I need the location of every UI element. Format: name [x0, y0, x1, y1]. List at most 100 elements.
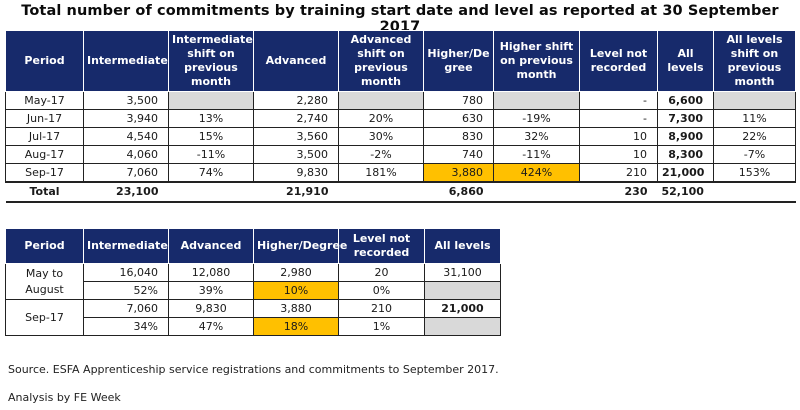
table-cell: 30%: [338, 127, 424, 146]
total-cell: [713, 181, 796, 203]
table-cell: 32%: [493, 127, 580, 146]
table-cell: [338, 91, 424, 110]
table-cell: 10: [579, 127, 658, 146]
value-cell: 7,060: [83, 299, 169, 318]
table-cell: [168, 91, 254, 110]
table-cell: 6,600: [657, 91, 714, 110]
table-cell: -11%: [168, 145, 254, 164]
table-cell: 630: [423, 109, 494, 128]
value-cell: 2,980: [253, 263, 339, 282]
share-cell: 1%: [338, 317, 425, 336]
value-cell: 9,830: [168, 299, 254, 318]
table-cell: Jun-17: [5, 109, 84, 128]
total-cell: 21,910: [253, 181, 339, 203]
value-cell: 210: [338, 299, 425, 318]
value-cell: 31,100: [424, 263, 501, 282]
column-header: All levels: [424, 228, 501, 264]
total-cell: 6,860: [423, 181, 494, 203]
table-cell: 153%: [713, 163, 796, 183]
value-cell: 16,040: [83, 263, 169, 282]
table-cell: May-17: [5, 91, 84, 110]
total-cell: 230: [579, 181, 658, 203]
total-cell: [168, 181, 254, 203]
commitments-by-month-table: Period Intermediate Intermediate shift on …: [5, 30, 796, 203]
table-cell: 74%: [168, 163, 254, 183]
table-cell: 2,740: [253, 109, 339, 128]
table-cell: 10: [579, 145, 658, 164]
table-cell: -: [579, 109, 658, 128]
table-cell: 21,000: [657, 163, 714, 183]
share-cell: 34%: [83, 317, 169, 336]
column-header: Higher/Degree: [253, 228, 347, 264]
table-row: Aug-17 4,060 -11% 3,500 -2% 740 -11% 10 8,300 -7%: [5, 145, 796, 164]
column-header: Advanced: [168, 228, 254, 264]
table-cell: 20%: [338, 109, 424, 128]
table-cell: Jul-17: [5, 127, 84, 146]
total-cell: Total: [5, 181, 84, 203]
table-cell: 15%: [168, 127, 254, 146]
share-cell: [424, 281, 501, 300]
table-row: May to August 16,040 12,080 2,980 20 31,100: [5, 263, 501, 300]
column-header: Level not recorded: [579, 30, 658, 92]
table-row: 52% 39% 10% 0%: [6, 281, 501, 300]
table-cell: -2%: [338, 145, 424, 164]
table-cell: 4,060: [83, 145, 169, 164]
table-cell: 3,880: [423, 163, 494, 183]
table-cell: 13%: [168, 109, 254, 128]
table-cell: -: [579, 91, 658, 110]
column-header: Intermediate shift on previous month: [168, 30, 254, 92]
total-cell: 52,100: [657, 181, 714, 203]
share-cell: 0%: [338, 281, 425, 300]
table-cell: 3,560: [253, 127, 339, 146]
column-header: Level not recorded: [338, 228, 425, 264]
table-cell: [493, 91, 580, 110]
total-cell: [493, 181, 580, 203]
value-cell: 20: [338, 263, 425, 282]
column-header: Period: [5, 30, 84, 92]
share-cell: 47%: [168, 317, 254, 336]
column-header: Advanced: [253, 30, 339, 92]
table-row: Jul-17 4,540 15% 3,560 30% 830 32% 10 8,900 22%: [5, 127, 796, 146]
table-cell: 210: [579, 163, 658, 183]
total-cell: 23,100: [83, 181, 169, 203]
table-row: May-17 3,500 2,280 780 -6,600: [5, 91, 796, 110]
value-cell: 12,080: [168, 263, 254, 282]
table-row: Sep-17 7,060 9,830 3,880 210 21,000: [5, 299, 501, 336]
table-cell: 7,300: [657, 109, 714, 128]
table-cell: -11%: [493, 145, 580, 164]
share-cell: 10%: [253, 281, 339, 300]
table-row: Sep-17 7,060 74% 9,830 181% 3,880 424% 210 21,00…: [5, 163, 796, 183]
share-cell: 18%: [253, 317, 339, 336]
table-cell: 3,500: [253, 145, 339, 164]
share-cell: [424, 317, 501, 336]
table-cell: [713, 91, 796, 110]
table-cell: 2,280: [253, 91, 339, 110]
table-cell: 740: [423, 145, 494, 164]
column-header: Advanced shift on previous month: [338, 30, 424, 92]
analysis-credit: Analysis by FE Week: [8, 391, 121, 404]
period-cell: May to August: [5, 263, 84, 300]
table-cell: -7%: [713, 145, 796, 164]
value-cell: 21,000: [424, 299, 501, 318]
total-row: Total 23,100 21,910 6,860 230 52,100: [5, 181, 796, 203]
table-cell: 181%: [338, 163, 424, 183]
column-header: All levels shift on previous month: [713, 30, 796, 92]
total-cell: [338, 181, 424, 203]
column-header: All levels: [657, 30, 714, 92]
table-cell: 11%: [713, 109, 796, 128]
table-cell: 780: [423, 91, 494, 110]
column-header: Higher/De gree: [423, 30, 494, 92]
value-cell: 3,880: [253, 299, 339, 318]
share-cell: 39%: [168, 281, 254, 300]
table-cell: 9,830: [253, 163, 339, 183]
column-header: Higher shift on previous month: [493, 30, 580, 92]
table-cell: 8,900: [657, 127, 714, 146]
table-cell: Sep-17: [5, 163, 84, 183]
table-row: 34% 47% 18% 1%: [6, 317, 501, 336]
table-cell: Aug-17: [5, 145, 84, 164]
column-header: Intermediate: [83, 228, 169, 264]
table-cell: 8,300: [657, 145, 714, 164]
table-cell: 7,060: [83, 163, 169, 183]
table-cell: 830: [423, 127, 494, 146]
table-cell: 4,540: [83, 127, 169, 146]
